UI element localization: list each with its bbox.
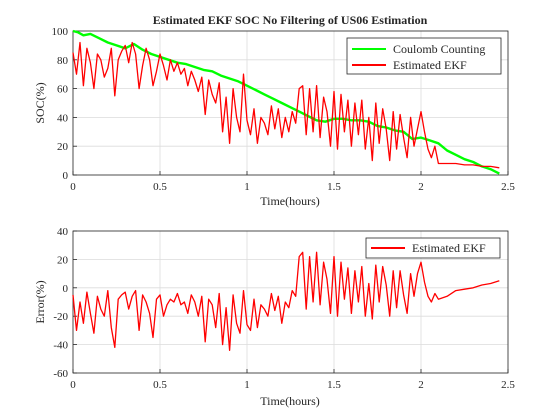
y-tick-label: 20 bbox=[57, 254, 69, 266]
x-tick-label: 2 bbox=[418, 379, 424, 391]
soc-chart-xlabel: Time(hours) bbox=[260, 194, 320, 208]
soc-chart-title: Estimated EKF SOC No Filtering of US06 E… bbox=[153, 13, 428, 27]
y-tick-label: 40 bbox=[57, 226, 69, 238]
x-tick-label: 0.5 bbox=[153, 181, 167, 193]
coulomb-counting-line bbox=[72, 29, 500, 175]
x-tick-label: 0 bbox=[70, 379, 76, 391]
y-tick-label: 100 bbox=[52, 26, 69, 38]
x-tick-label: 1 bbox=[244, 379, 250, 391]
error-chart-xlabel: Time(hours) bbox=[260, 394, 320, 408]
error-chart-ticks: 0 0.5 1 1.5 2 2.5 -60 -40 -20 0 20 40 bbox=[53, 226, 515, 391]
soc-chart-legend: Coulomb Counting Estimated EKF bbox=[346, 37, 502, 75]
error-chart-legend-box bbox=[365, 237, 501, 259]
y-tick-label: 20 bbox=[57, 141, 69, 153]
soc-chart-legend-box bbox=[346, 37, 502, 75]
x-tick-label: 0 bbox=[70, 181, 76, 193]
legend-label-coulomb: Coulomb Counting bbox=[393, 42, 485, 56]
error-chart-legend: Estimated EKF bbox=[365, 237, 501, 259]
x-tick-label: 0.5 bbox=[153, 379, 167, 391]
y-tick-label: -20 bbox=[53, 311, 68, 323]
legend-label-ekf: Estimated EKF bbox=[393, 58, 467, 72]
soc-chart-ylabel: SOC(%) bbox=[33, 82, 47, 123]
soc-chart-series bbox=[72, 29, 500, 175]
soc-chart: Estimated EKF SOC No Filtering of US06 E… bbox=[33, 13, 515, 208]
x-tick-label: 2.5 bbox=[501, 379, 515, 391]
y-tick-label: -60 bbox=[53, 368, 68, 380]
x-tick-label: 1.5 bbox=[327, 181, 341, 193]
y-tick-label: 0 bbox=[63, 170, 69, 182]
soc-chart-ticks: 0 0.5 1 1.5 2 2.5 0 20 40 60 80 100 bbox=[52, 26, 516, 193]
estimated-ekf-line bbox=[72, 41, 500, 169]
y-tick-label: 80 bbox=[57, 55, 69, 67]
x-tick-label: 2 bbox=[418, 181, 424, 193]
legend-label-error-ekf: Estimated EKF bbox=[412, 241, 486, 255]
y-tick-label: 40 bbox=[57, 112, 69, 124]
x-tick-label: 2.5 bbox=[501, 181, 515, 193]
soc-chart-plot-area bbox=[72, 30, 509, 176]
error-chart-ylabel: Error(%) bbox=[33, 280, 47, 323]
x-tick-label: 1 bbox=[244, 181, 250, 193]
x-tick-label: 1.5 bbox=[327, 379, 341, 391]
y-tick-label: 60 bbox=[57, 84, 69, 96]
estimated-ekf-line bbox=[72, 251, 500, 351]
y-tick-label: 0 bbox=[63, 283, 69, 295]
y-tick-label: -40 bbox=[53, 340, 68, 352]
error-chart-plot-area bbox=[72, 230, 509, 374]
error-chart-series bbox=[72, 251, 500, 351]
error-chart: 0 0.5 1 1.5 2 2.5 -60 -40 -20 0 20 40 Time(hours) E… bbox=[33, 226, 515, 408]
